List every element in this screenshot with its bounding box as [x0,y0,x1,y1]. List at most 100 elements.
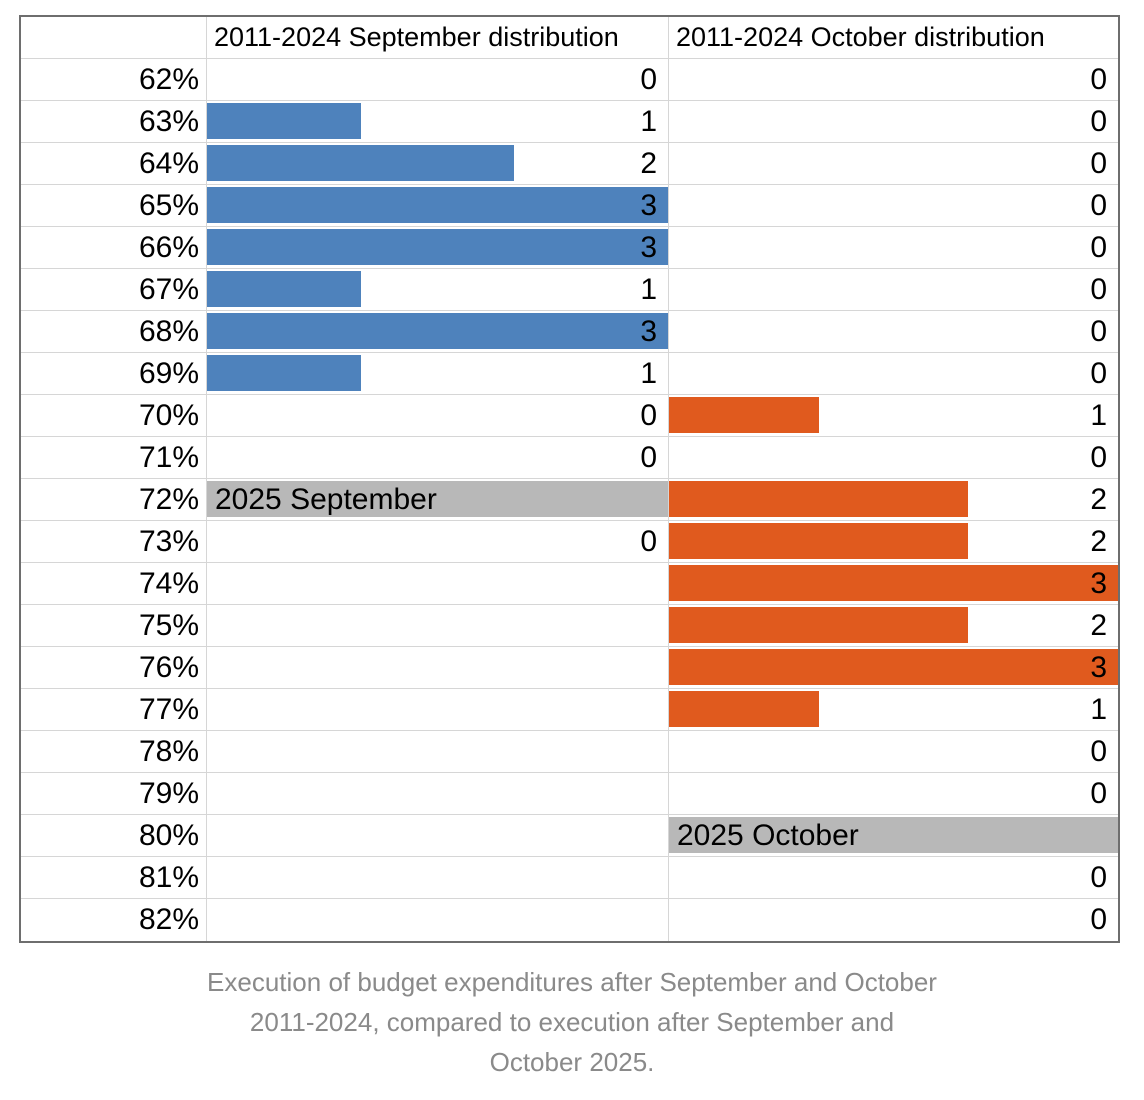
september-bar [207,145,515,181]
row-label: 63% [21,101,207,143]
october-bar [669,481,969,517]
header-october: 2011-2024 October distribution [669,17,1118,59]
october-bar [669,523,969,559]
header-empty-cell [21,17,207,59]
september-value: 0 [640,63,657,96]
table-row: 62% 0 0 [21,59,1118,101]
september-value: 0 [640,441,657,474]
september-value: 0 [640,525,657,558]
october-cell: 0 [669,227,1118,269]
september-bar [207,229,668,265]
distribution-table: 2011-2024 September distribution 2011-20… [19,15,1120,943]
september-cell: 3 [207,227,669,269]
row-label: 74% [21,563,207,605]
october-value: 0 [1090,105,1107,138]
september-value: 1 [640,273,657,306]
october-value: 3 [1090,651,1107,684]
row-label: 75% [21,605,207,647]
september-cell [207,605,669,647]
september-cell [207,773,669,815]
row-label: 79% [21,773,207,815]
october-cell: 2025 October [669,815,1118,857]
table-row: 63% 1 0 [21,101,1118,143]
table-row: 73% 0 2 [21,521,1118,563]
september-bar [207,103,361,139]
table-row: 74% 3 [21,563,1118,605]
october-value: 0 [1090,357,1107,390]
september-cell: 0 [207,437,669,479]
september-2025-marker-bar [207,481,668,517]
october-value: 1 [1090,693,1107,726]
october-cell: 2 [669,521,1118,563]
table-row: 66% 3 0 [21,227,1118,269]
october-value: 0 [1090,231,1107,264]
september-cell: 1 [207,353,669,395]
table-row: 65% 3 0 [21,185,1118,227]
row-label: 65% [21,185,207,227]
october-value: 0 [1090,273,1107,306]
october-cell: 0 [669,59,1118,101]
table-row: 77% 1 [21,689,1118,731]
october-cell: 0 [669,311,1118,353]
september-cell [207,731,669,773]
october-value: 3 [1090,567,1107,600]
row-label: 70% [21,395,207,437]
october-bar [669,691,819,727]
october-2025-marker-label: 2025 October [677,819,859,852]
row-label: 81% [21,857,207,899]
october-cell: 0 [669,269,1118,311]
october-cell: 0 [669,857,1118,899]
table-row: 76% 3 [21,647,1118,689]
october-value: 2 [1090,525,1107,558]
table-row: 78% 0 [21,731,1118,773]
september-cell: 1 [207,269,669,311]
row-label: 64% [21,143,207,185]
table-header-row: 2011-2024 September distribution 2011-20… [21,17,1118,59]
row-label: 71% [21,437,207,479]
september-bar [207,355,361,391]
row-label: 69% [21,353,207,395]
october-cell: 0 [669,101,1118,143]
table-row: 82% 0 [21,899,1118,941]
october-cell: 2 [669,605,1118,647]
october-value: 0 [1090,903,1107,936]
row-label: 62% [21,59,207,101]
table-row: 64% 2 0 [21,143,1118,185]
september-bar [207,313,668,349]
september-2025-marker-label: 2025 September [215,483,437,516]
header-september: 2011-2024 September distribution [207,17,669,59]
table-body: 62% 0 0 63% 1 0 64% 2 0 65% 3 0 66% 3 0 67% 1 0 68% 3 0 69% 1 0… [21,59,1118,941]
october-cell: 0 [669,143,1118,185]
september-cell: 2 [207,143,669,185]
september-cell: 3 [207,311,669,353]
september-cell [207,563,669,605]
october-cell: 0 [669,773,1118,815]
row-label: 76% [21,647,207,689]
october-value: 2 [1090,609,1107,642]
october-cell: 2 [669,479,1118,521]
october-cell: 0 [669,185,1118,227]
september-cell [207,857,669,899]
october-bar [669,397,819,433]
october-cell: 0 [669,731,1118,773]
october-2025-marker-bar [669,817,1118,853]
table-row: 69% 1 0 [21,353,1118,395]
september-cell: 1 [207,101,669,143]
row-label: 82% [21,899,207,941]
september-cell: 3 [207,185,669,227]
table-row: 75% 2 [21,605,1118,647]
row-label: 77% [21,689,207,731]
september-bar [207,187,668,223]
table-row: 81% 0 [21,857,1118,899]
october-value: 0 [1090,861,1107,894]
october-cell: 0 [669,437,1118,479]
caption-line-2: 2011-2024, compared to execution after S… [249,1007,895,1037]
september-cell [207,815,669,857]
october-value: 0 [1090,777,1107,810]
september-value: 3 [640,189,657,222]
table-row: 79% 0 [21,773,1118,815]
october-bar [669,607,969,643]
september-cell [207,899,669,941]
october-cell: 1 [669,395,1118,437]
october-value: 2 [1090,483,1107,516]
